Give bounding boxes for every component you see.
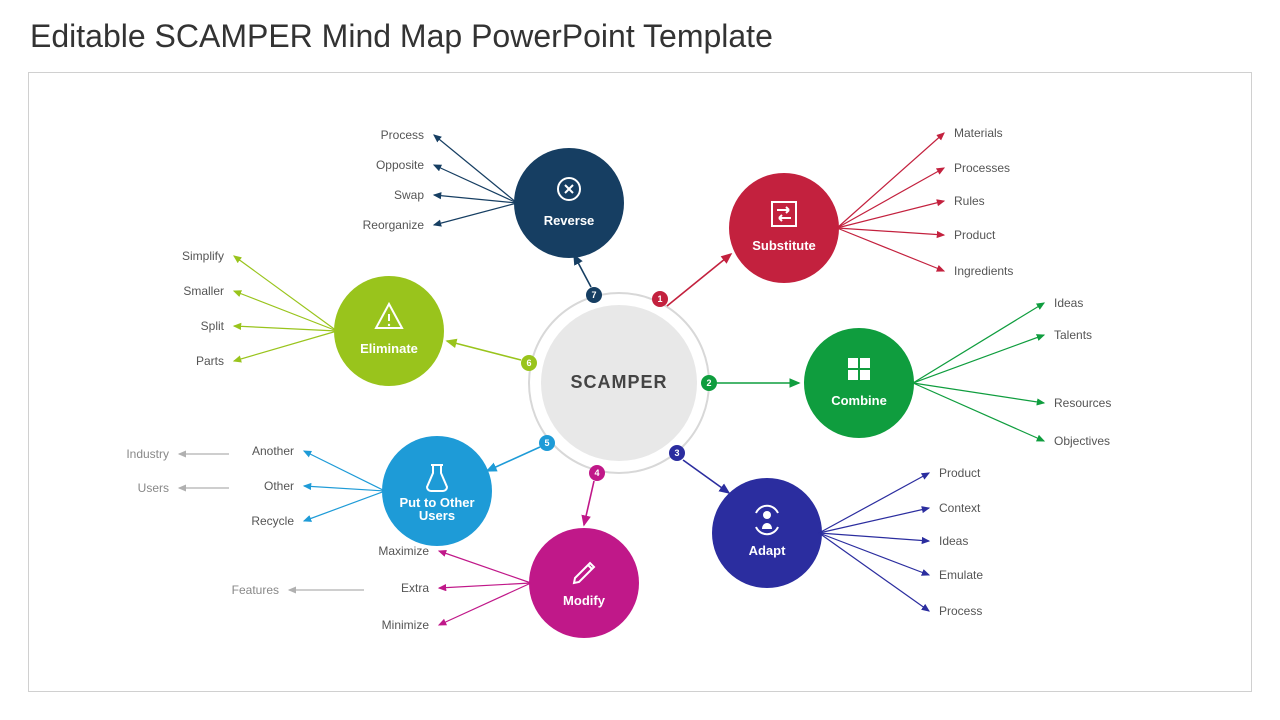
- leaf-arrow-eliminate: [234, 291, 337, 331]
- badge-num-substitute: 1: [657, 294, 662, 304]
- leaf-label-eliminate: Split: [201, 319, 225, 333]
- badge-num-eliminate: 6: [526, 358, 531, 368]
- badge-num-put: 5: [544, 438, 549, 448]
- leaf-arrow-substitute: [837, 133, 944, 228]
- leaf-arrow-reverse: [434, 165, 517, 203]
- node-label-reverse: Reverse: [544, 213, 595, 228]
- node-label-substitute: Substitute: [752, 238, 816, 253]
- node-reverse: [514, 148, 624, 258]
- leaf-arrow-put: [304, 491, 385, 521]
- extra-leaf-label: Features: [232, 583, 279, 597]
- stem-modify: [584, 481, 594, 525]
- node-adapt: [712, 478, 822, 588]
- leaf-arrow-eliminate: [234, 256, 337, 331]
- badge-num-modify: 4: [594, 468, 599, 478]
- leaf-arrow-put: [304, 486, 385, 491]
- leaf-label-combine: Talents: [1054, 328, 1092, 342]
- leaf-arrow-eliminate: [234, 326, 337, 331]
- stem-reverse: [574, 255, 591, 287]
- leaf-arrow-combine: [913, 335, 1044, 383]
- badge-num-combine: 2: [706, 378, 711, 388]
- leaf-label-adapt: Emulate: [939, 568, 983, 582]
- leaf-label-combine: Objectives: [1054, 434, 1110, 448]
- leaf-arrow-reverse: [434, 135, 517, 203]
- leaf-arrow-combine: [913, 383, 1044, 441]
- leaf-label-combine: Resources: [1054, 396, 1111, 410]
- leaf-label-reverse: Swap: [394, 188, 424, 202]
- leaf-label-put: Another: [252, 444, 294, 458]
- leaf-arrow-reverse: [434, 203, 517, 225]
- leaf-arrow-combine: [913, 303, 1044, 383]
- leaf-label-eliminate: Simplify: [182, 249, 224, 263]
- leaf-arrow-substitute: [837, 168, 944, 228]
- leaf-label-adapt: Process: [939, 604, 982, 618]
- leaf-label-combine: Ideas: [1054, 296, 1083, 310]
- node-modify: [529, 528, 639, 638]
- node-label-adapt: Adapt: [749, 543, 787, 558]
- leaf-label-modify: Extra: [401, 581, 429, 595]
- stem-eliminate: [447, 341, 521, 360]
- node-label-put: Users: [419, 508, 455, 523]
- leaf-arrow-modify: [439, 551, 531, 583]
- leaf-label-modify: Maximize: [378, 544, 429, 558]
- leaf-label-reverse: Reorganize: [363, 218, 425, 232]
- leaf-arrow-adapt: [819, 473, 929, 533]
- leaf-label-adapt: Ideas: [939, 534, 968, 548]
- badge-num-adapt: 3: [674, 448, 679, 458]
- leaf-label-eliminate: Parts: [196, 354, 224, 368]
- leaf-arrow-eliminate: [234, 331, 337, 361]
- stem-adapt: [683, 460, 729, 493]
- leaf-arrow-combine: [913, 383, 1044, 403]
- leaf-arrow-modify: [439, 583, 531, 625]
- node-substitute: [729, 173, 839, 283]
- node-combine: [804, 328, 914, 438]
- stem-substitute: [667, 254, 731, 306]
- node-eliminate: [334, 276, 444, 386]
- node-label-eliminate: Eliminate: [360, 341, 418, 356]
- leaf-label-reverse: Process: [381, 128, 424, 142]
- node-label-combine: Combine: [831, 393, 887, 408]
- stem-put: [487, 447, 540, 471]
- leaf-arrow-adapt: [819, 533, 929, 611]
- page-title: Editable SCAMPER Mind Map PowerPoint Tem…: [30, 18, 773, 55]
- leaf-label-eliminate: Smaller: [183, 284, 224, 298]
- leaf-arrow-adapt: [819, 508, 929, 533]
- leaf-arrow-reverse: [434, 195, 517, 203]
- mindmap-canvas: SCAMPER Substitute 1 Materials Processes Rule…: [29, 73, 1253, 693]
- leaf-label-modify: Minimize: [382, 618, 430, 632]
- extra-leaf-label: Industry: [126, 447, 169, 461]
- leaf-label-substitute: Materials: [954, 126, 1003, 140]
- leaf-label-put: Recycle: [251, 514, 294, 528]
- leaf-label-put: Other: [264, 479, 294, 493]
- node-label-modify: Modify: [563, 593, 606, 608]
- leaf-label-substitute: Product: [954, 228, 996, 242]
- leaf-arrow-put: [304, 451, 385, 491]
- hub-label: SCAMPER: [570, 372, 667, 392]
- leaf-arrow-modify: [439, 583, 531, 588]
- diagram-frame: SCAMPER Substitute 1 Materials Processes Rule…: [28, 72, 1252, 692]
- extra-leaf-label: Users: [138, 481, 169, 495]
- leaf-label-substitute: Ingredients: [954, 264, 1013, 278]
- leaf-label-substitute: Processes: [954, 161, 1010, 175]
- badge-num-reverse: 7: [591, 290, 596, 300]
- leaf-label-adapt: Context: [939, 501, 981, 515]
- leaf-label-substitute: Rules: [954, 194, 985, 208]
- leaf-label-reverse: Opposite: [376, 158, 424, 172]
- leaf-label-adapt: Product: [939, 466, 981, 480]
